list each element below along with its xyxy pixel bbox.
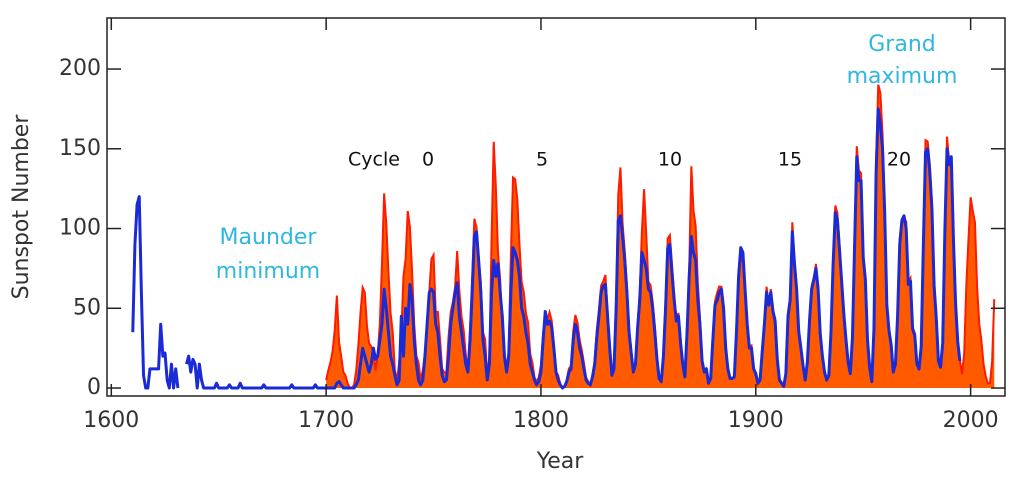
cycle-number: 0: [422, 149, 434, 171]
y-axis-label: Sunspot Number: [9, 114, 34, 300]
area-fill: [326, 84, 995, 389]
y-tick-label: 50: [73, 295, 101, 320]
cycle-label: Cycle: [348, 149, 400, 171]
line-series: [131, 107, 962, 390]
x-tick-label: 1700: [298, 408, 354, 433]
x-tick-label: 1800: [513, 408, 569, 433]
x-axis-label: Year: [536, 449, 585, 474]
y-tick-label: 150: [59, 136, 101, 161]
y-tick-label: 100: [59, 216, 101, 241]
plot-area: [131, 84, 996, 390]
annotation: Grand: [868, 32, 935, 57]
x-tick-label: 1900: [728, 408, 784, 433]
annotation: minimum: [216, 259, 320, 284]
cycle-number: 15: [778, 149, 802, 171]
y-tick-label: 0: [87, 375, 101, 400]
cycle-number: 20: [887, 149, 911, 171]
plot-frame: [106, 17, 1006, 397]
cycle-number: 5: [536, 149, 548, 171]
annotation: maximum: [847, 64, 958, 89]
x-tick-label: 2000: [943, 408, 999, 433]
y-tick-label: 200: [59, 56, 101, 81]
annotation: Maunder: [220, 225, 318, 250]
x-tick-label: 1600: [83, 408, 139, 433]
cycle-number: 10: [658, 149, 682, 171]
